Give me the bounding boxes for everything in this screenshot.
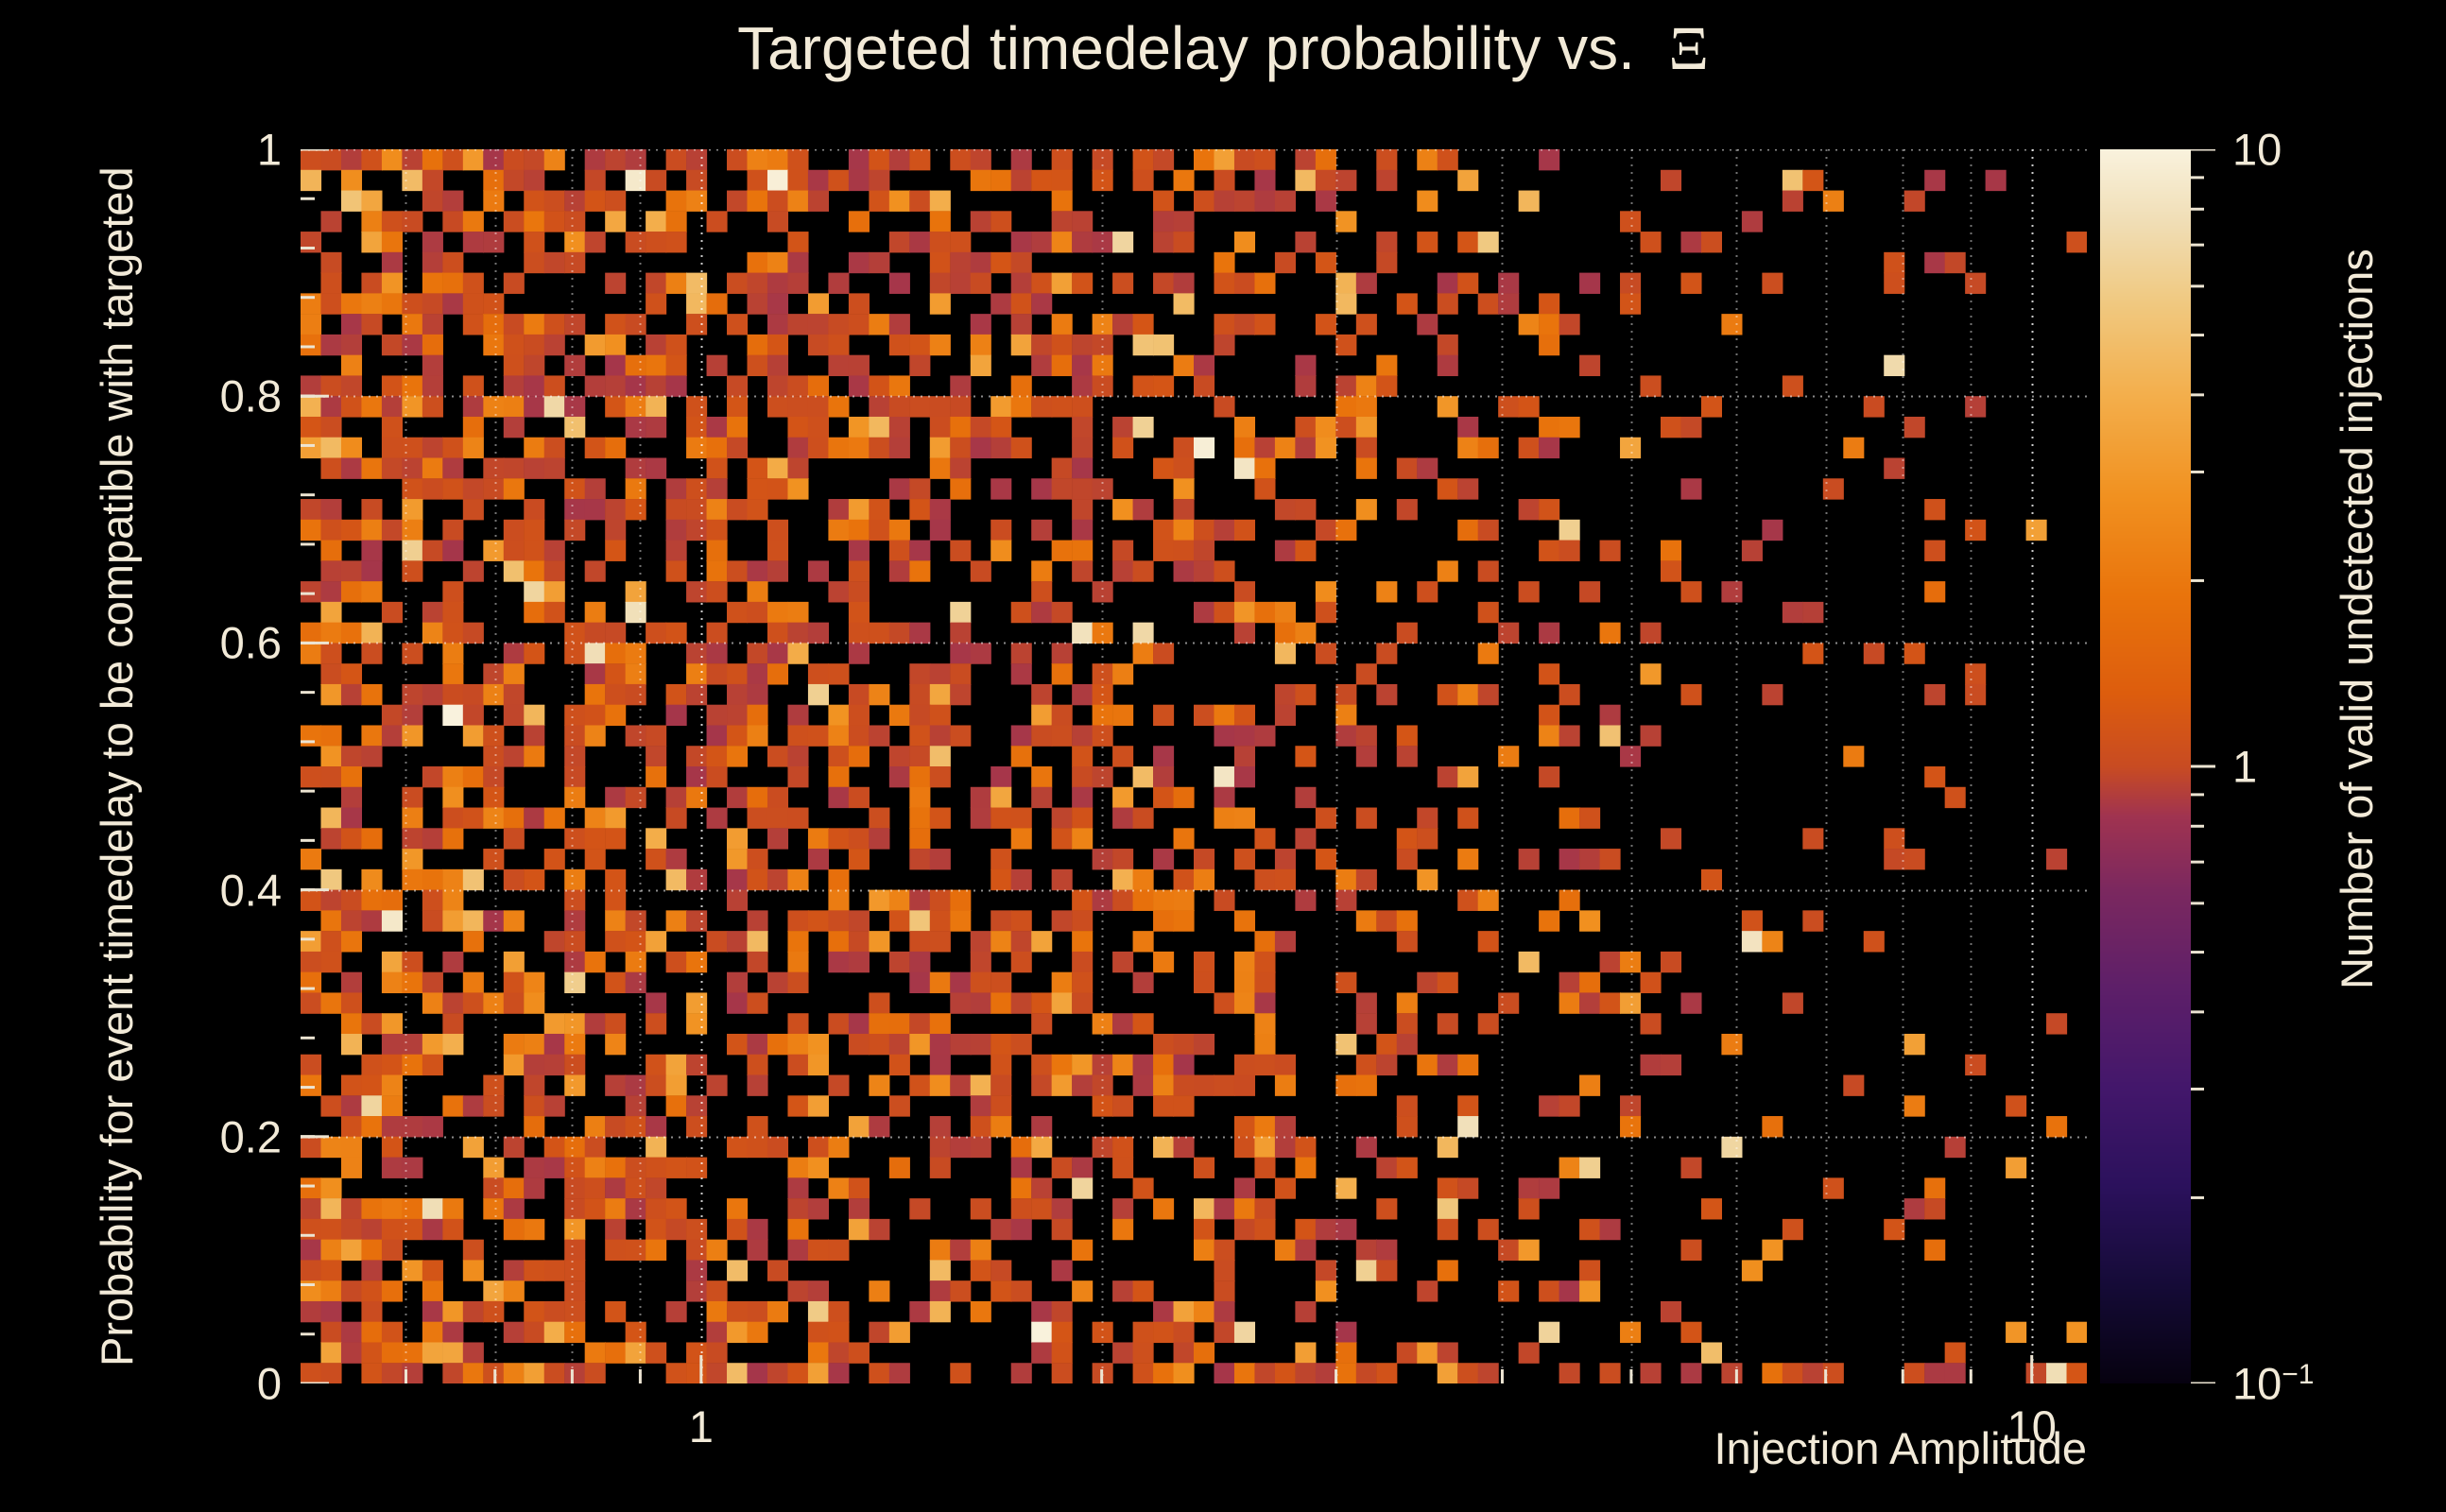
y-axis-title: Probability for event timedelay to be co… bbox=[92, 166, 142, 1366]
x-tick-label-0: 1 bbox=[688, 1401, 714, 1452]
chart-title-text: Targeted timedelay probability vs. bbox=[737, 14, 1669, 82]
colorbar-tick-base-0: 10 bbox=[2232, 124, 2282, 175]
x-tick-label-1: 10 bbox=[2007, 1401, 2057, 1452]
x-axis-title: Injection Amplitude bbox=[1714, 1423, 2087, 1473]
colorbar-tick-base-2: 10 bbox=[2232, 1358, 2282, 1409]
xi-symbol: Ξ bbox=[1668, 14, 1709, 83]
y-tick-label-4: 0.8 bbox=[219, 370, 282, 421]
colorbar-tick-label-1: 1 bbox=[2232, 741, 2257, 793]
chart-title: Targeted timedelay probability vs. Ξ bbox=[0, 13, 2446, 85]
heatmap-canvas bbox=[301, 149, 2087, 1383]
colorbar-tick-sup-2: −1 bbox=[2282, 1358, 2315, 1390]
colorbar-tick-label-0: 10 bbox=[2232, 124, 2282, 176]
colorbar-title: Number of valid undetected injections bbox=[2332, 249, 2382, 989]
y-tick-label-2: 0.4 bbox=[219, 865, 282, 916]
y-tick-label-1: 0.2 bbox=[219, 1111, 282, 1162]
colorbar-canvas bbox=[2100, 149, 2242, 1383]
colorbar-tick-label-2: 10−1 bbox=[2232, 1358, 2315, 1410]
y-tick-label-3: 0.6 bbox=[219, 617, 282, 668]
y-tick-label-5: 1 bbox=[256, 124, 282, 175]
y-tick-label-0: 0 bbox=[256, 1358, 282, 1409]
colorbar-tick-base-1: 1 bbox=[2232, 741, 2258, 792]
